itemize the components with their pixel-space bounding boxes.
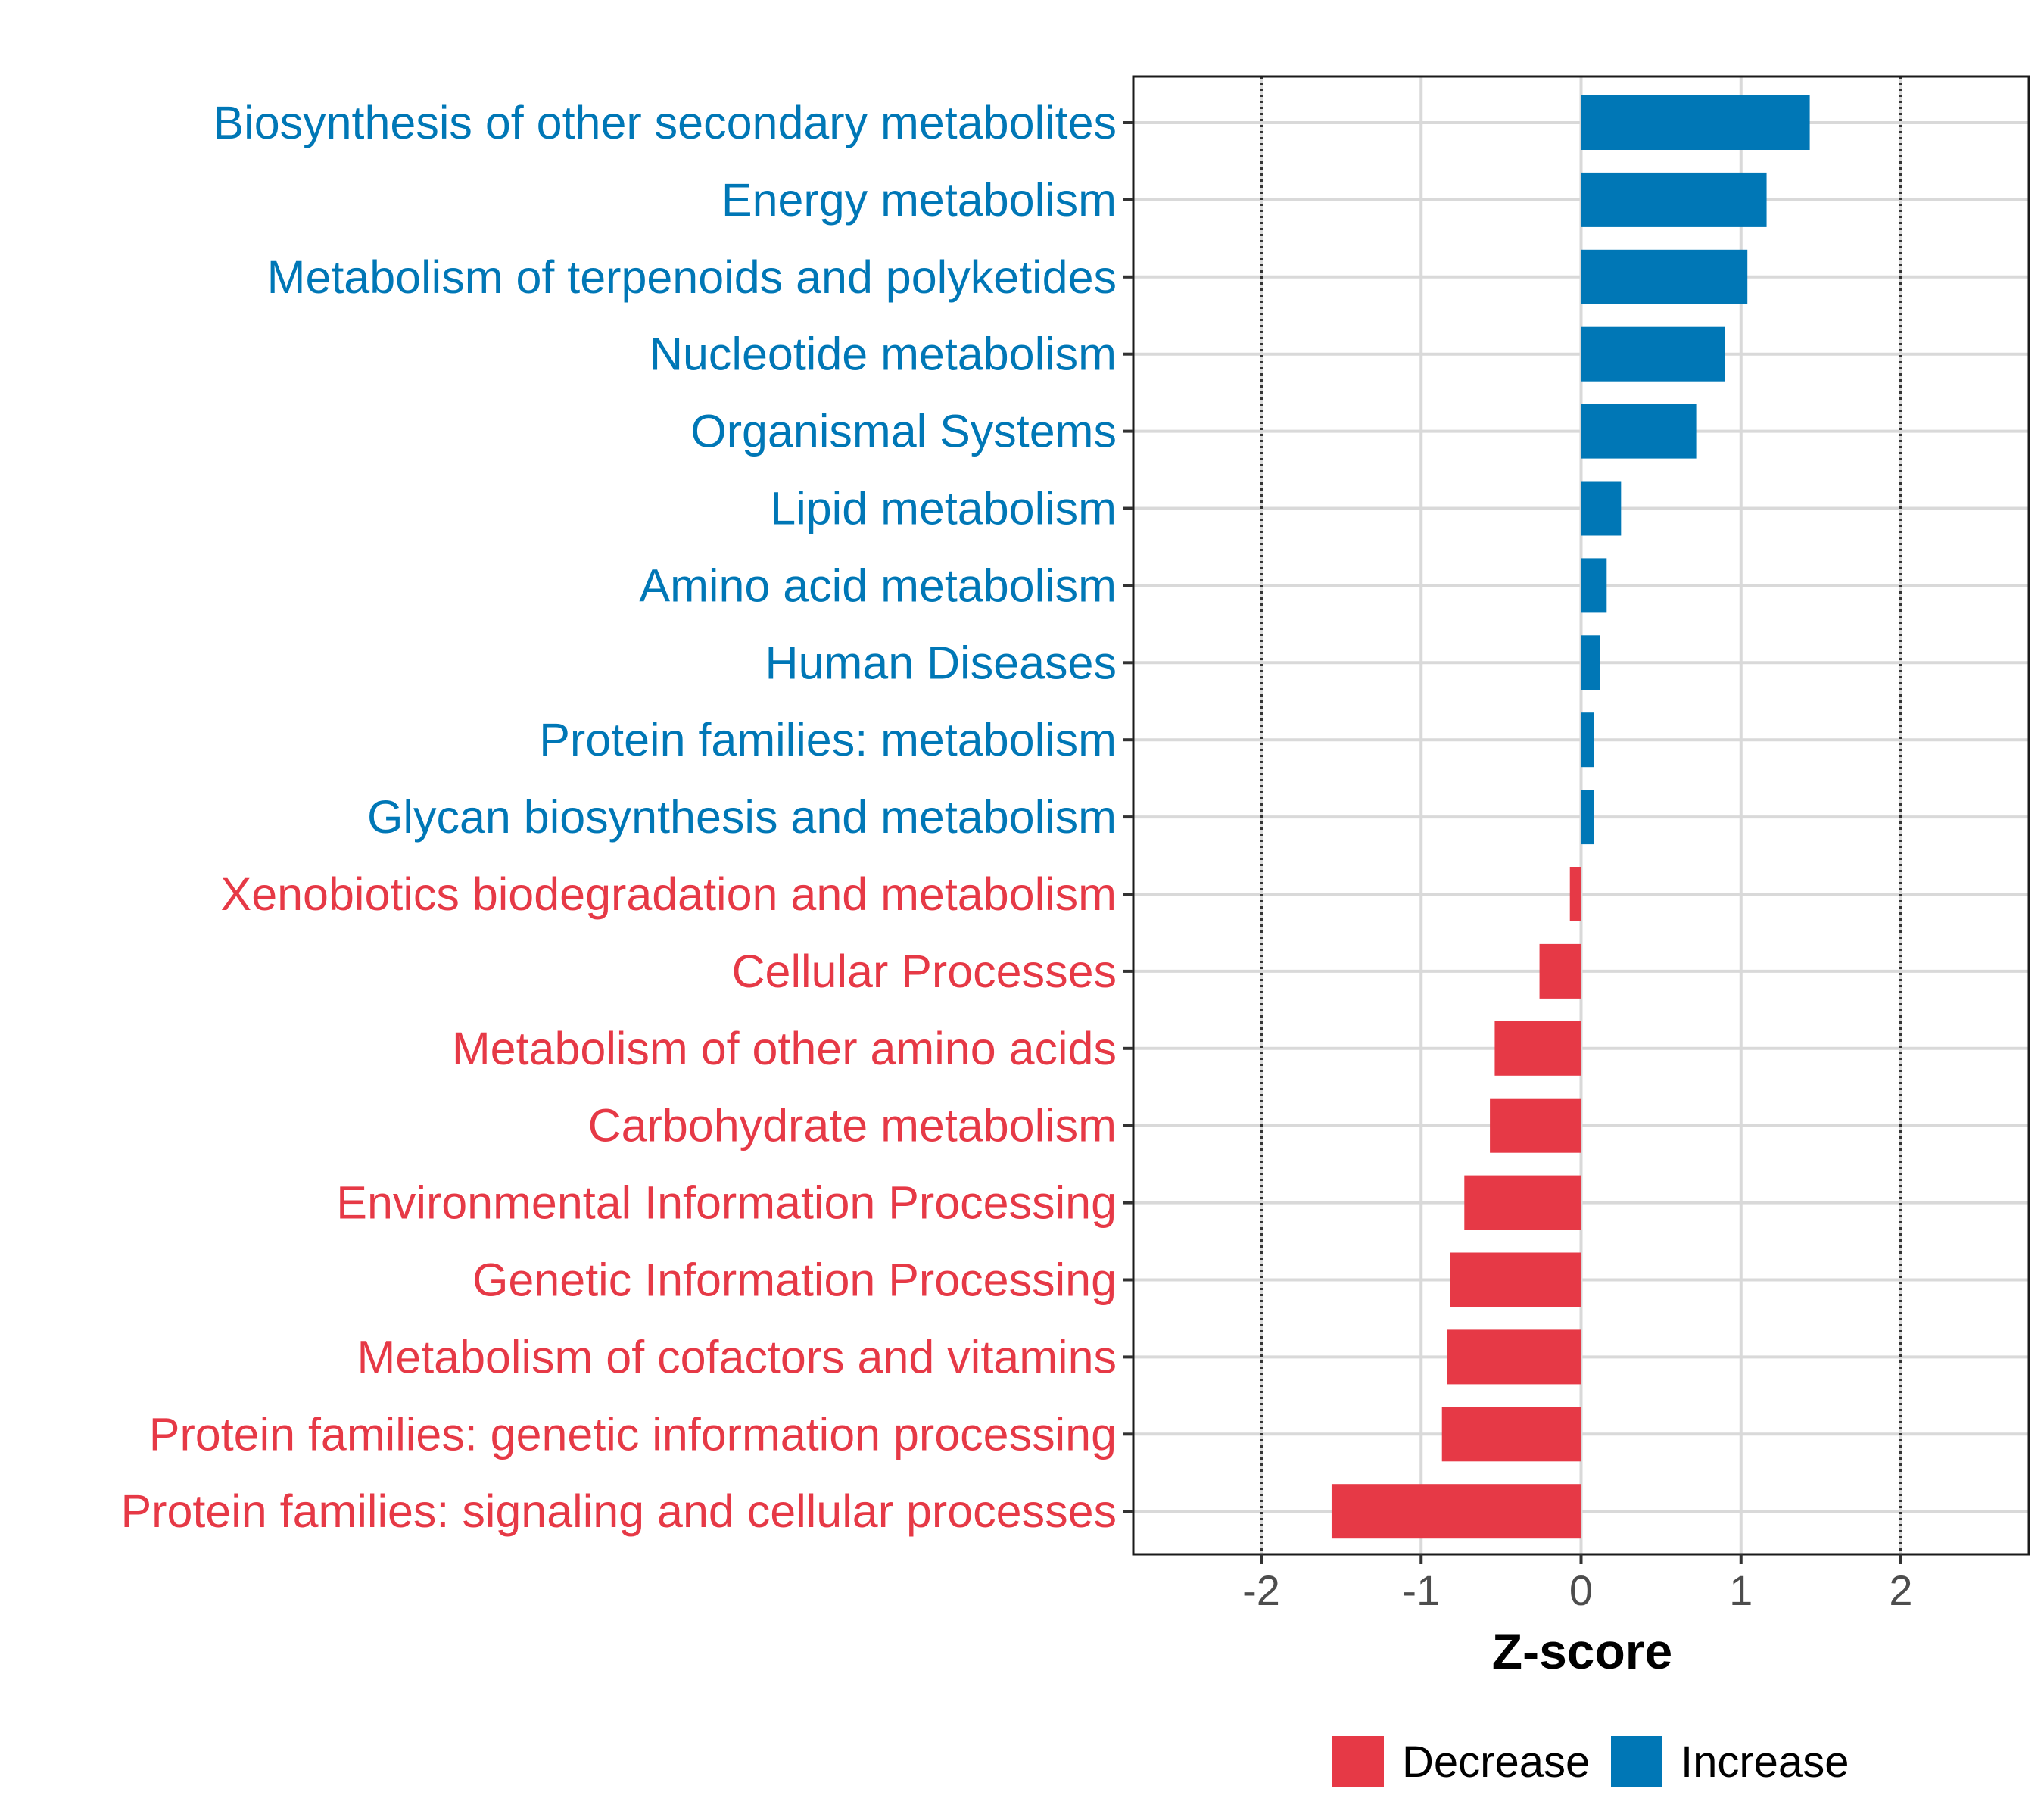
bar [1581, 790, 1594, 845]
category-label: Amino acid metabolism [639, 559, 1117, 611]
x-tick-label: 2 [1889, 1566, 1912, 1614]
bar [1450, 1252, 1581, 1307]
category-label: Human Diseases [765, 637, 1117, 688]
legend: Decrease Increase [1332, 1736, 1849, 1787]
category-labels: Biosynthesis of other secondary metaboli… [120, 97, 1133, 1537]
legend-label: Decrease [1402, 1738, 1590, 1787]
x-tick-label: -2 [1242, 1566, 1280, 1614]
category-label: Biosynthesis of other secondary metaboli… [213, 97, 1117, 148]
category-label: Lipid metabolism [770, 483, 1117, 535]
bar [1494, 1021, 1581, 1076]
bar [1441, 1407, 1581, 1462]
category-label: Protein families: genetic information pr… [149, 1408, 1117, 1460]
bar [1539, 943, 1581, 999]
legend-label: Increase [1681, 1738, 1849, 1787]
bar [1581, 404, 1697, 459]
bars-layer [1331, 95, 1810, 1539]
legend-swatch [1611, 1736, 1662, 1787]
bar [1490, 1098, 1581, 1153]
bar [1331, 1484, 1581, 1539]
category-label: Nucleotide metabolism [650, 329, 1117, 380]
category-label: Cellular Processes [731, 946, 1117, 997]
category-label: Organismal Systems [690, 406, 1117, 457]
category-label: Metabolism of cofactors and vitamins [357, 1331, 1117, 1382]
bar [1581, 249, 1748, 304]
bar [1581, 712, 1594, 768]
category-label: Metabolism of other amino acids [452, 1023, 1117, 1074]
category-label: Protein families: metabolism [539, 714, 1117, 765]
category-label: Environmental Information Processing [336, 1177, 1117, 1229]
bar [1581, 95, 1810, 150]
x-axis-title: Z-score [1492, 1623, 1672, 1679]
bar [1581, 172, 1767, 227]
bar [1464, 1175, 1581, 1230]
category-label: Glycan biosynthesis and metabolism [367, 791, 1117, 843]
category-label: Xenobiotics biodegradation and metabolis… [221, 868, 1117, 920]
bar [1581, 481, 1622, 536]
bar [1447, 1329, 1581, 1385]
x-tick-label: 0 [1569, 1566, 1593, 1614]
legend-swatch [1332, 1736, 1384, 1787]
bar [1581, 558, 1607, 613]
category-label: Protein families: signaling and cellular… [120, 1485, 1117, 1537]
x-tick-label: -1 [1402, 1566, 1440, 1614]
category-label: Genetic Information Processing [472, 1254, 1117, 1306]
category-label: Carbohydrate metabolism [588, 1100, 1117, 1152]
category-label: Metabolism of terpenoids and polyketides [267, 251, 1117, 303]
category-label: Energy metabolism [721, 174, 1117, 226]
x-tick-label: 1 [1729, 1566, 1753, 1614]
x-axis: -2 -1 0 1 2 [1242, 1554, 1913, 1614]
bar [1569, 867, 1581, 921]
bar [1581, 326, 1725, 382]
bar [1581, 635, 1600, 690]
